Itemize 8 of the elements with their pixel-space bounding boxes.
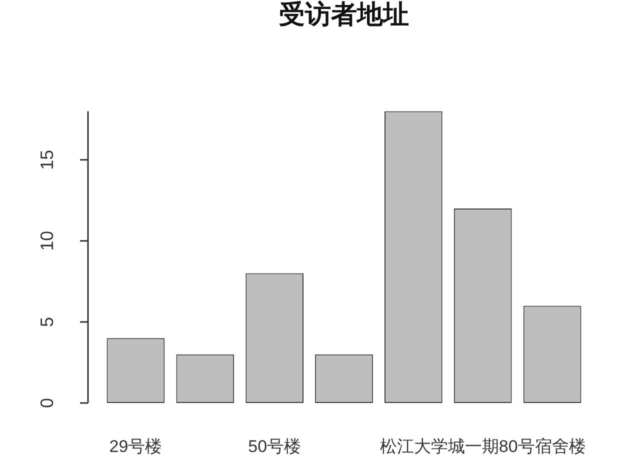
y-tick-label: 0: [36, 398, 57, 408]
y-tick-label: 5: [36, 316, 57, 327]
x-tick-label: 50号楼: [248, 436, 302, 456]
chart-title: 受访者地址: [279, 0, 409, 29]
y-tick-label: 15: [36, 150, 57, 170]
y-tick-label: 10: [36, 230, 57, 251]
x-tick-label: 29号楼: [109, 436, 162, 456]
x-tick-label: 松江大学城一期80号宿舍楼: [380, 436, 586, 456]
